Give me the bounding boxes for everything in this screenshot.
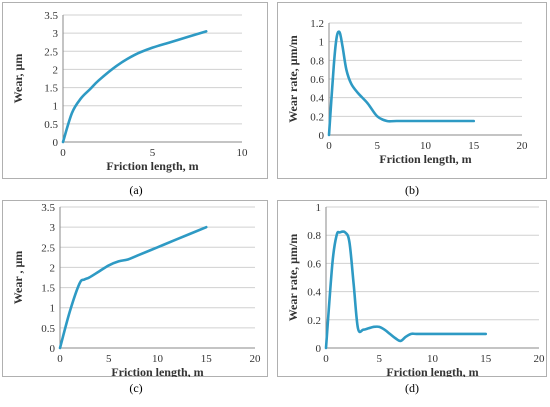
y-tick-label: 0.4	[307, 287, 321, 299]
y-tick-label: 2	[50, 262, 56, 274]
chart-svg: 0 0.5 1 1.5 2 2.5 3 3.5 0 5 10 15 20 Friction length,…	[11, 202, 262, 377]
x-tick-label: 5	[377, 353, 383, 365]
y-tick-label: 3.5	[44, 10, 58, 22]
y-tick-label: 0.5	[44, 119, 58, 131]
x-tick-label: 20	[534, 353, 546, 365]
y-tick-label: 1.5	[44, 83, 58, 95]
chart-svg: 0 0.2 0.4 0.6 0.8 1 1.2 0 5 10 15 20 Friction length…	[286, 18, 529, 166]
x-tick-label: 15	[480, 353, 492, 365]
x-tick-label: 15	[201, 353, 213, 365]
y-tick-label: 0	[319, 130, 325, 142]
x-axis-label: Friction length, m	[106, 159, 198, 173]
x-tick-label: 10	[420, 140, 432, 152]
series-line	[327, 30, 476, 137]
x-axis-label: Friction length, m	[386, 365, 478, 377]
chart-frame	[277, 2, 547, 179]
x-tick-label: 10	[237, 147, 249, 159]
y-tick-label: 0.8	[310, 55, 324, 67]
y-tick-label: 2.5	[41, 242, 55, 254]
y-axis-label: Wear rate, μm/m	[286, 234, 300, 322]
chart-panel-a: 0 0.5 1 1.5 2 2.5 3 3.5 0 5 10 Friction length, m We…	[2, 2, 268, 179]
chart-panel-d: 0 0.2 0.4 0.6 0.8 1 0 5 10 15 20 Friction length, m…	[277, 200, 547, 377]
y-tick-label: 1	[316, 202, 322, 214]
y-tick-label: 1	[319, 37, 325, 49]
x-tick-label: 10	[152, 353, 164, 365]
series-line	[324, 230, 488, 350]
x-tick-label: 0	[57, 353, 63, 365]
x-tick-label: 0	[323, 353, 329, 365]
series-line	[61, 30, 208, 144]
x-tick-label: 20	[250, 353, 262, 365]
y-axis-label: Wear, μm	[11, 54, 25, 104]
chart-svg: 0 0.5 1 1.5 2 2.5 3 3.5 0 5 10 Friction length, m We…	[11, 10, 249, 173]
x-tick-label: 15	[468, 140, 480, 152]
y-tick-label: 0.5	[41, 323, 55, 335]
chart-panel-b: 0 0.2 0.4 0.6 0.8 1 1.2 0 5 10 15 20 Friction length…	[277, 2, 547, 179]
x-tick-label: 20	[517, 140, 529, 152]
x-tick-label: 10	[427, 353, 439, 365]
caption-b: (b)	[405, 183, 419, 197]
y-axis-label: Wear , μm	[11, 251, 25, 305]
y-tick-label: 3	[50, 222, 56, 234]
y-tick-label: 1.2	[310, 18, 324, 30]
caption-c: (c)	[129, 381, 143, 395]
y-tick-label: 0.8	[307, 230, 321, 242]
y-tick-label: 1.5	[41, 283, 55, 295]
y-tick-label: 0	[316, 343, 322, 355]
chart-frame	[277, 200, 547, 377]
y-tick-label: 0.6	[307, 258, 321, 270]
y-tick-label: 0.2	[310, 111, 324, 123]
y-tick-label: 0.2	[307, 315, 321, 327]
y-axis-label: Wear rate, μm/m	[286, 35, 300, 123]
y-tick-label: 0	[53, 137, 59, 149]
y-tick-label: 2	[53, 64, 59, 76]
y-tick-label: 1	[50, 303, 56, 315]
chart-frame	[2, 2, 268, 179]
y-tick-label: 0.4	[310, 93, 324, 105]
x-axis-label: Friction length, m	[379, 152, 471, 166]
caption-a: (a)	[129, 183, 143, 197]
y-tick-label: 0.6	[310, 74, 324, 86]
x-tick-label: 5	[106, 353, 112, 365]
y-tick-label: 3.5	[41, 202, 55, 214]
caption-d: (d)	[405, 381, 419, 395]
x-axis-label: Friction length, m	[111, 365, 203, 377]
y-tick-label: 1	[53, 101, 59, 113]
x-tick-label: 5	[150, 147, 156, 159]
x-tick-label: 0	[326, 140, 332, 152]
chart-frame	[2, 200, 268, 377]
chart-panel-c: 0 0.5 1 1.5 2 2.5 3 3.5 0 5 10 15 20 Friction length,…	[2, 200, 268, 377]
y-tick-label: 0	[50, 343, 56, 355]
y-tick-label: 3	[53, 28, 59, 40]
y-tick-label: 2.5	[44, 46, 58, 58]
x-tick-label: 0	[60, 147, 66, 159]
series-line	[58, 225, 208, 350]
x-tick-label: 5	[375, 140, 381, 152]
